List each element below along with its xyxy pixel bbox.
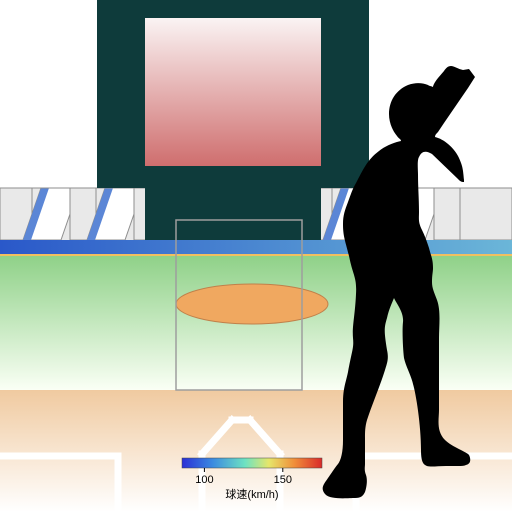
legend-tick-label: 100 (195, 474, 213, 486)
legend-title: 球速(km/h) (225, 487, 278, 501)
pitch-location-diagram: 100 150球速(km/h) (0, 0, 512, 512)
scoreboard-screen (145, 18, 321, 166)
warning-track-blue (0, 240, 512, 254)
pitchers-mound (176, 284, 328, 324)
legend-tick-label: 150 (274, 474, 292, 486)
